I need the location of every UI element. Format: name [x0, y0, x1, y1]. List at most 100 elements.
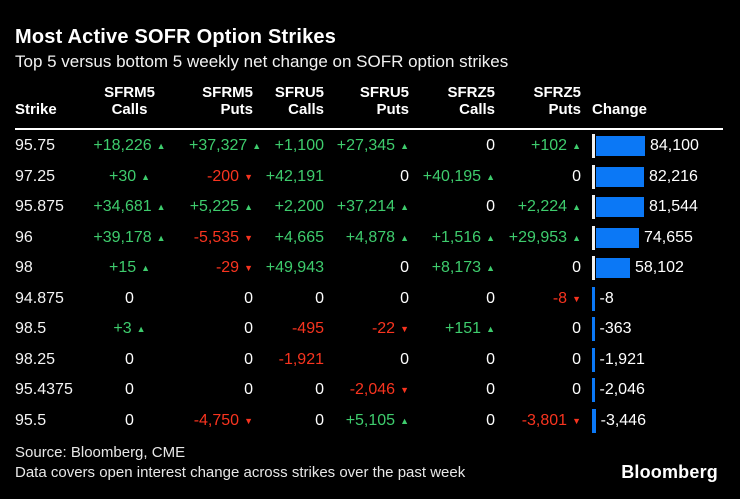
net-change-value: 0: [486, 137, 495, 155]
net-change-cell: +5,225 ▲: [189, 198, 253, 216]
change-bar-cell: 82,216: [592, 162, 740, 193]
net-change-value: 0: [486, 411, 495, 429]
down-arrow-icon: ▼: [244, 232, 253, 243]
net-change-cell: +5,105 ▲: [324, 412, 409, 430]
up-arrow-icon: ▲: [156, 202, 166, 213]
change-bar-cell: 74,655: [592, 223, 740, 254]
change-bar: [596, 258, 630, 279]
net-change-value: +37,327: [189, 137, 248, 155]
net-change-value: +8,173: [431, 259, 482, 277]
strike-value: 98.25: [15, 350, 56, 368]
header-type-label: Puts: [376, 101, 409, 118]
source-note: Source: Bloomberg, CME: [15, 444, 186, 461]
net-change-value: 0: [572, 259, 581, 277]
change-bar: [596, 166, 644, 187]
net-change-value: -1,921: [278, 350, 324, 368]
change-bar-cell: 58,102: [592, 253, 740, 284]
header-contract-label: SFRM5: [104, 84, 155, 101]
net-change-cell: -29 ▼: [189, 259, 253, 277]
table-row-strike-98.25: 98.25 0 0 -1,921 0 0 0 -1,921: [0, 345, 740, 376]
strike-value: 95.75: [15, 137, 56, 155]
net-change-cell: +37,327 ▲: [189, 137, 261, 155]
net-change-cell: 0: [253, 381, 324, 399]
change-bar-cell: -8: [592, 284, 740, 315]
net-change-cell: +27,345 ▲: [324, 137, 409, 155]
column-header-change: Change: [592, 84, 740, 118]
net-change-cell: 0: [189, 320, 253, 338]
net-change-value: 0: [486, 198, 495, 216]
column-header-row: Strike SFRM5 Calls SFRM5 Puts SFRU5 Calls SFRU5…: [0, 84, 740, 118]
net-change-cell: 0: [495, 259, 581, 277]
zero-axis-tick: [592, 195, 595, 220]
net-change-value: 0: [572, 320, 581, 338]
net-change-value: +15: [108, 259, 137, 277]
up-arrow-icon: ▲: [486, 171, 495, 182]
change-value-label: -3,446: [600, 411, 646, 429]
net-change-value: 0: [244, 350, 253, 368]
net-change-cell: 0: [409, 198, 495, 216]
net-change-cell: 0: [70, 412, 189, 430]
net-change-cell: +151 ▲: [409, 320, 495, 338]
net-change-value: -8: [552, 289, 568, 307]
net-change-value: 0: [125, 381, 134, 399]
up-arrow-icon: ▲: [486, 324, 495, 335]
up-arrow-icon: ▲: [252, 141, 262, 152]
change-value-label: 82,216: [649, 167, 698, 185]
net-change-value: -3,801: [521, 411, 568, 429]
change-bar-cell: -3,446: [592, 406, 740, 437]
net-change-cell: 0: [253, 290, 324, 308]
net-change-cell: 0: [409, 412, 495, 430]
net-change-cell: 0: [495, 381, 581, 399]
strike-value: 96: [15, 228, 33, 246]
up-arrow-icon: ▲: [141, 171, 151, 182]
up-arrow-icon: ▲: [572, 232, 581, 243]
net-change-value: +4,665: [274, 228, 324, 246]
down-arrow-icon: ▼: [572, 415, 581, 426]
net-change-value: +1,100: [274, 137, 324, 155]
table-row-strike-98: 98 +15 ▲ -29 ▼ +49,943 0 +8,173 ▲ 0 58,102: [0, 253, 740, 284]
net-change-value: +37,214: [336, 198, 396, 216]
net-change-value: 0: [572, 381, 581, 399]
change-value-label: 74,655: [644, 228, 693, 246]
net-change-cell: +37,214 ▲: [324, 198, 409, 216]
up-arrow-icon: ▲: [400, 232, 409, 243]
strike-value: 95.875: [15, 198, 64, 216]
up-arrow-icon: ▲: [136, 324, 146, 335]
zero-axis-tick: [592, 134, 595, 159]
column-header-sfrm5-calls: SFRM5 Calls: [70, 84, 189, 118]
header-contract-label: SFRM5: [202, 84, 253, 101]
change-value-label: -363: [599, 320, 632, 338]
table-body: 95.75 +18,226 ▲ +37,327 ▲ +1,100 +27,345 ▲ 0 +102…: [0, 131, 740, 436]
change-bar-cell: 81,544: [592, 192, 740, 223]
header-contract-label: SFRZ5: [447, 84, 495, 101]
up-arrow-icon: ▲: [486, 263, 495, 274]
column-header-sfrz5-puts: SFRZ5 Puts: [495, 84, 581, 118]
net-change-cell: 0: [189, 351, 253, 369]
net-change-value: 0: [315, 411, 324, 429]
chart-title: Most Active SOFR Option Strikes: [15, 26, 337, 48]
net-change-cell: 0: [324, 259, 409, 277]
net-change-value: +49,943: [265, 259, 324, 277]
net-change-cell: +34,681 ▲: [70, 198, 189, 216]
net-change-cell: -2,046 ▼: [324, 381, 409, 399]
header-contract-label: SFRU5: [359, 84, 409, 101]
table-row-strike-95.4375: 95.4375 0 0 0 -2,046 ▼ 0 0 -2,046: [0, 375, 740, 406]
net-change-value: 0: [244, 381, 253, 399]
table-row-strike-95.875: 95.875 +34,681 ▲ +5,225 ▲ +2,200 +37,214 ▲ 0 +2,2…: [0, 192, 740, 223]
change-bar-negative: [592, 408, 596, 433]
change-value-label: 58,102: [635, 259, 684, 277]
table-row-strike-94.875: 94.875 0 0 0 0 0 -8 ▼ -8: [0, 284, 740, 315]
strike-value: 95.5: [15, 411, 47, 429]
net-change-value: +42,191: [265, 167, 324, 185]
net-change-value: -200: [207, 167, 240, 185]
net-change-cell: 0: [495, 168, 581, 186]
net-change-value: +1,516: [431, 228, 482, 246]
down-arrow-icon: ▼: [400, 385, 409, 396]
net-change-value: +34,681: [93, 198, 152, 216]
net-change-value: 0: [486, 381, 495, 399]
change-bar-cell: -363: [592, 314, 740, 345]
header-contract-label: SFRZ5: [533, 84, 581, 101]
net-change-value: +5,105: [345, 411, 396, 429]
strike-value: 94.875: [15, 289, 64, 307]
net-change-cell: 0: [409, 290, 495, 308]
